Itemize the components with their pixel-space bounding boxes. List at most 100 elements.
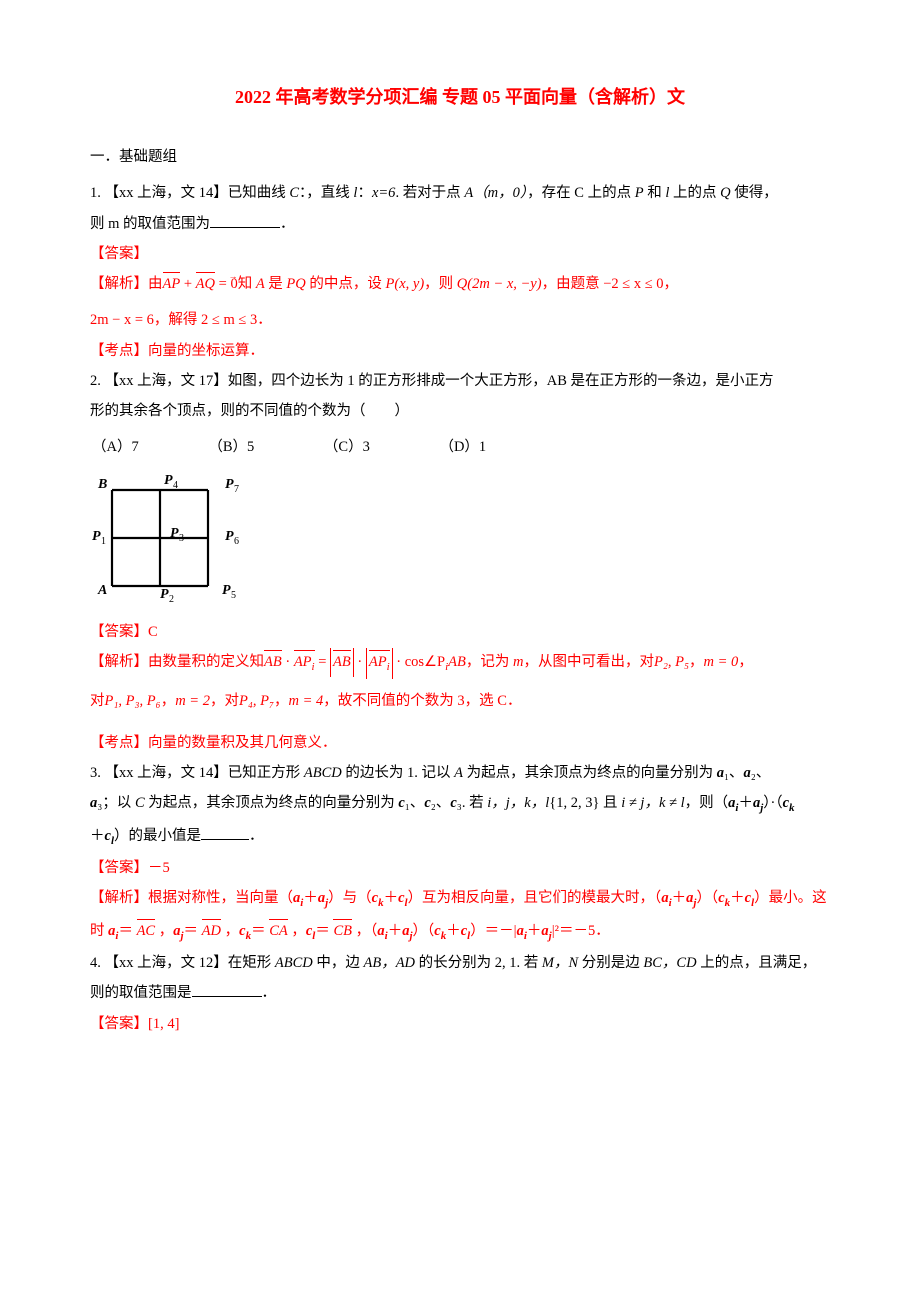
text: Q(2m − x, −y)	[457, 276, 542, 292]
text: Q	[720, 185, 730, 201]
abs-api: APi	[366, 648, 393, 678]
section-heading: 一．基础题组	[90, 143, 830, 171]
text: 使得，	[731, 185, 778, 201]
vector-ad: AD	[202, 917, 221, 945]
text: ai	[108, 923, 118, 939]
svg-text:B: B	[97, 477, 107, 492]
text: ai	[517, 923, 527, 939]
q2-keypoint: 【考点】向量的数量积及其几何意义．	[90, 729, 830, 757]
text: 2 ≤ m ≤ 3	[201, 312, 257, 328]
kp-label: 【考点】	[90, 343, 148, 359]
svg-text:P: P	[222, 583, 231, 598]
option-a: （A）7	[92, 433, 139, 461]
svg-text:2: 2	[169, 594, 174, 602]
text: aj	[318, 890, 328, 906]
solution-label: 【解析】	[90, 276, 148, 292]
text: ＋	[527, 923, 542, 939]
text: P(x, y)	[386, 276, 425, 292]
solution-label: 【解析】	[90, 654, 148, 670]
vector-api: APi	[294, 648, 315, 678]
text: P	[635, 185, 644, 201]
q2-diagram: BP4P7P1P3P6AP2P5	[90, 472, 830, 612]
text: BC，CD	[643, 955, 696, 971]
svg-text:P: P	[160, 587, 169, 602]
text: ：	[357, 185, 372, 201]
q3-solution: 【解析】根据对称性，当向量（ai＋aj）与（ck＋cl）互为相反向量，且它们的模…	[90, 884, 830, 914]
text: 由数量积的定义知	[148, 654, 264, 670]
text: 的长分别为 2, 1. 若	[415, 955, 542, 971]
text: ＋	[384, 890, 399, 906]
text: ，解得	[154, 312, 201, 328]
vector-ap: AP	[163, 270, 181, 298]
text: 则 m 的取值范围为	[90, 216, 210, 232]
text: ＝	[118, 923, 136, 939]
text: ）（	[696, 890, 718, 906]
text: ＋	[388, 923, 403, 939]
text: ck	[718, 890, 730, 906]
text: 的边长为 1. 记以	[342, 765, 454, 781]
text: m = 2	[175, 693, 210, 709]
q3-answer: 【答案】－5	[90, 854, 830, 882]
text: ₂、	[751, 765, 771, 781]
text: 分别是边	[578, 955, 643, 971]
vector-a2: a	[744, 765, 751, 781]
svg-text:P: P	[225, 477, 234, 492]
text: P₂, P₅	[654, 654, 689, 670]
text: 和	[644, 185, 666, 201]
text: ，对	[210, 693, 239, 709]
text: 为起点，其余顶点为终点的向量分别为	[145, 795, 399, 811]
svg-text:1: 1	[101, 536, 106, 547]
text: ，	[288, 923, 306, 939]
text: 若	[469, 795, 487, 811]
text: 对	[90, 693, 105, 709]
svg-text:5: 5	[231, 590, 236, 601]
q2-options: （A）7 （B）5 （C）3 （D）1	[92, 433, 830, 461]
text: ，由题意	[542, 276, 604, 292]
text: A	[256, 276, 265, 292]
q4-stem: 4. 【xx 上海，文 12】在矩形 ABCD 中，边 AB，AD 的长分别为 …	[90, 949, 830, 977]
q1-answer-label: 【答案】	[90, 240, 830, 268]
q2-answer: 【答案】C	[90, 618, 830, 646]
answer-value: [1, 4]	[148, 1016, 179, 1032]
text: ，	[738, 654, 753, 670]
text: cl	[461, 923, 471, 939]
text: ₁、	[405, 795, 425, 811]
text: ，	[155, 923, 173, 939]
zero-vector: 0	[230, 276, 237, 292]
text: ai	[377, 923, 387, 939]
text: aj	[541, 923, 551, 939]
text: 根据对称性，当向量（	[148, 890, 293, 906]
text: ＝	[184, 923, 202, 939]
vector-cl: cl	[105, 828, 115, 844]
text: ，存在 C 上的点	[527, 185, 635, 201]
vector-ab: AB	[264, 648, 282, 676]
abs-ab: AB	[330, 648, 354, 676]
text: 中，边	[313, 955, 364, 971]
text: ，	[161, 693, 176, 709]
text: ，记为	[466, 654, 513, 670]
q1-stem-line2: 则 m 的取值范围为．	[90, 210, 830, 238]
text: ，	[689, 654, 704, 670]
q3-stem-line3: ＋cl）的最小值是．	[90, 822, 830, 852]
text: ＋	[672, 890, 687, 906]
text: ＋	[730, 890, 745, 906]
svg-text:P: P	[92, 529, 101, 544]
q1-solution-line2: 2m − x = 6，解得 2 ≤ m ≤ 3．	[90, 306, 830, 334]
text: ₃.	[457, 795, 469, 811]
q1-solution: 【解析】由AP + AQ = 0知 A 是 PQ 的中点，设 P(x, y)，则…	[90, 270, 830, 298]
text: A（m，0）	[464, 185, 527, 201]
text: ，	[221, 923, 239, 939]
text: ）的最小值是	[114, 828, 201, 844]
text: ck	[434, 923, 446, 939]
text: ，则（	[685, 795, 729, 811]
option-d: （D）1	[439, 433, 486, 461]
q4-answer: 【答案】[1, 4]	[90, 1010, 830, 1038]
text: |²＝－5．	[552, 923, 610, 939]
text: −2 ≤ x ≤ 0，	[603, 276, 678, 292]
text: AB，AD	[363, 955, 415, 971]
text: PQ	[286, 276, 305, 292]
answer-value: －5	[148, 860, 170, 876]
svg-text:P: P	[164, 473, 173, 488]
text: 由	[148, 276, 163, 292]
text: x=6	[372, 185, 395, 201]
